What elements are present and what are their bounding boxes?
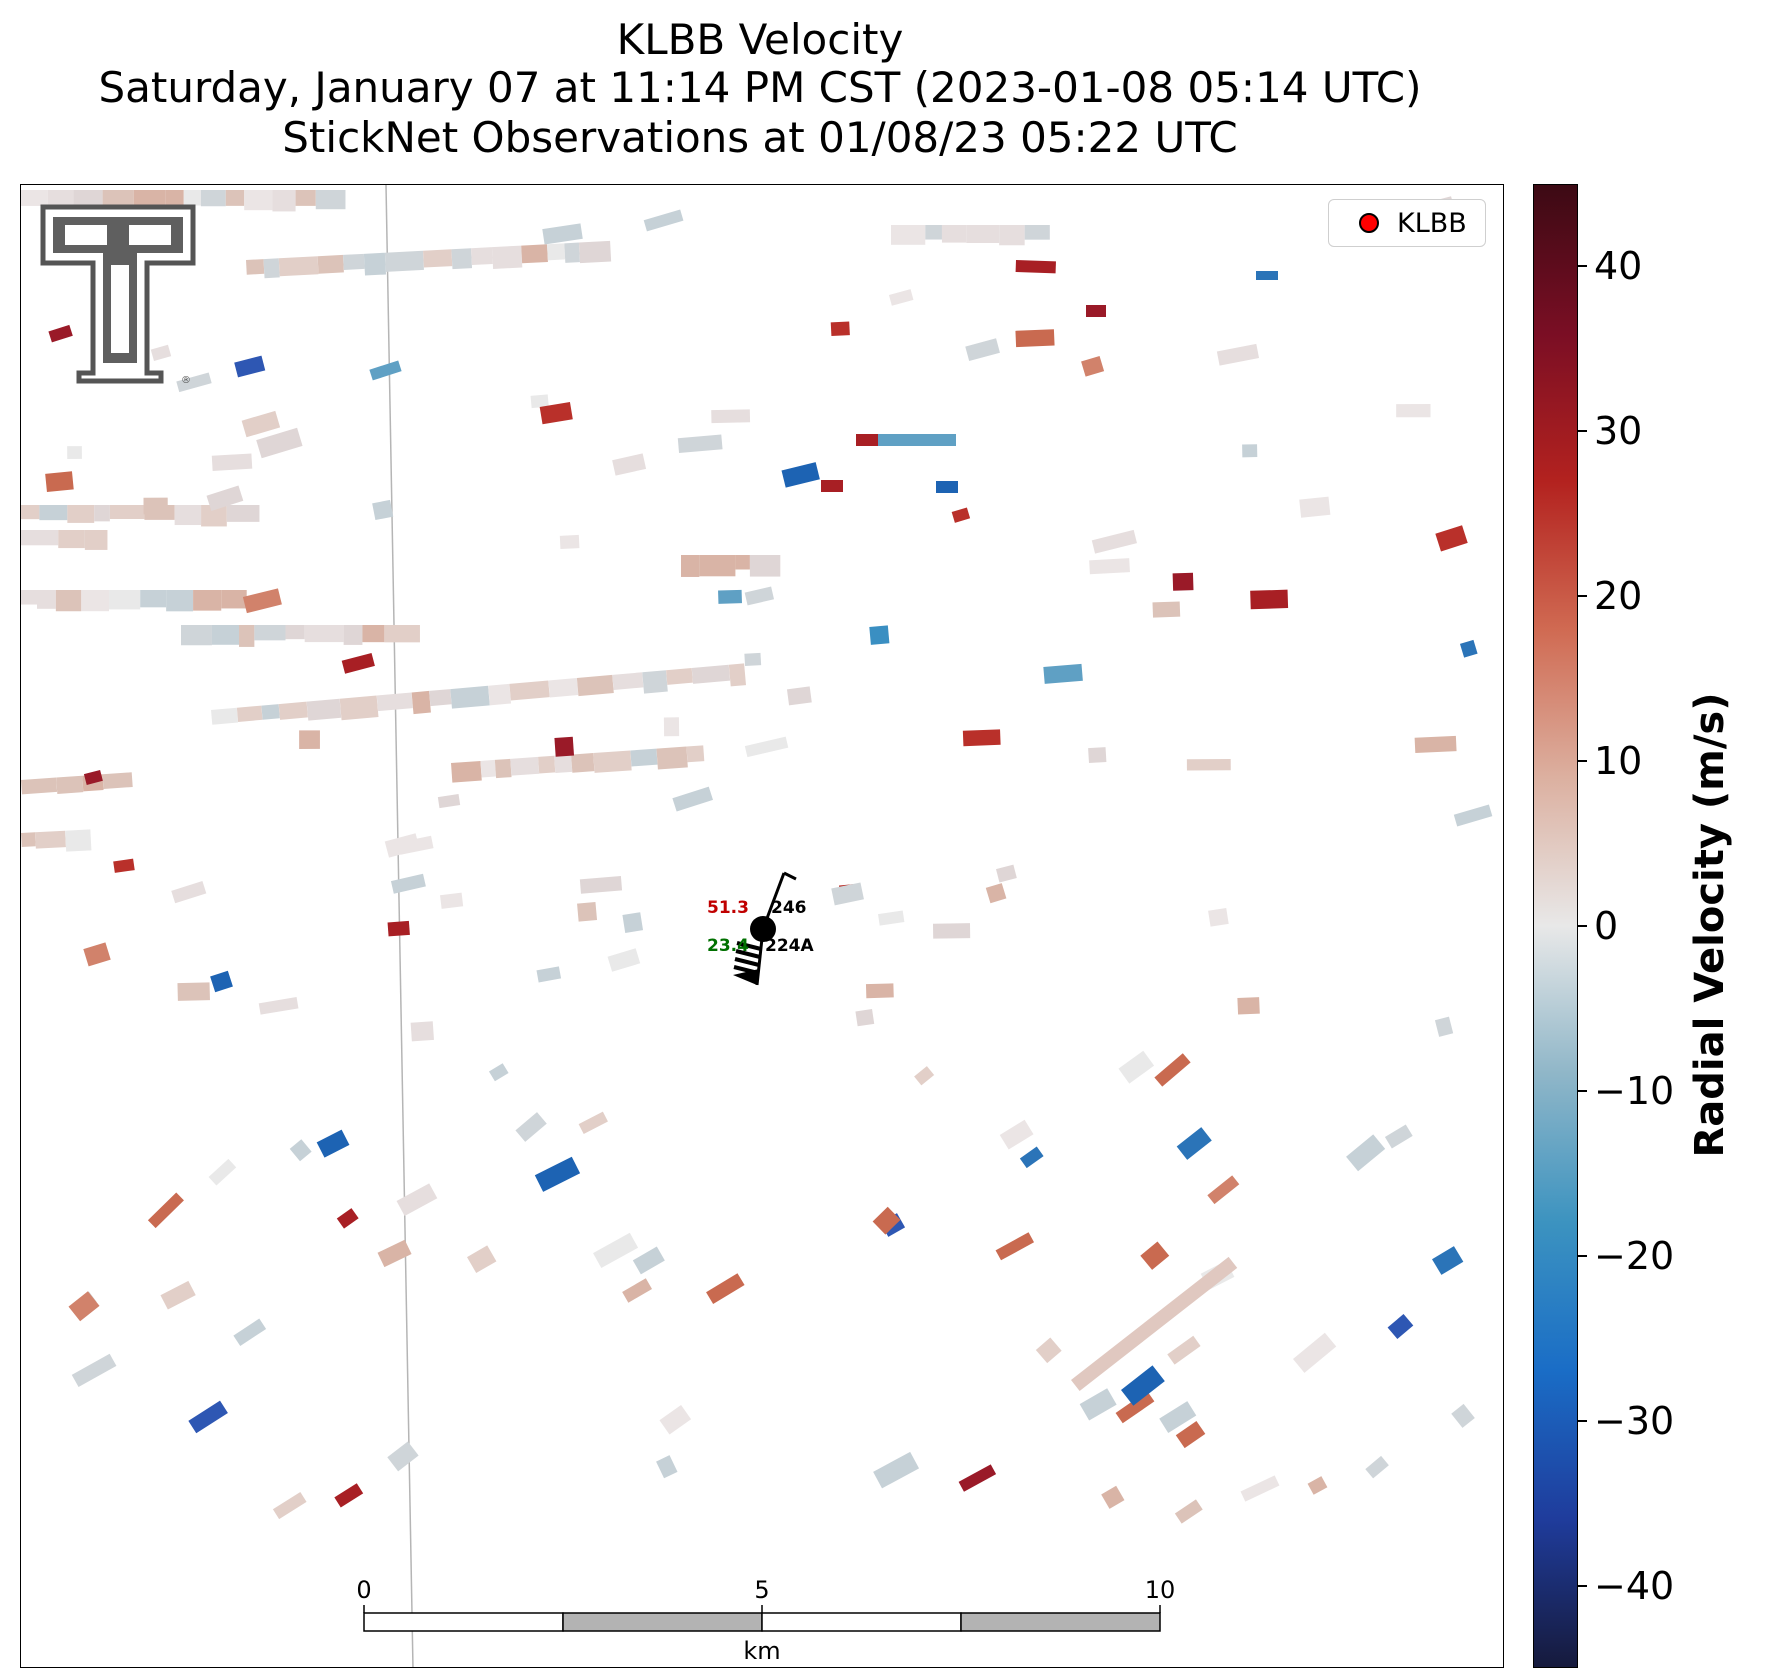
colorbar-tick-label: 10 [1594, 739, 1643, 784]
colorbar-tick-label: −40 [1594, 1563, 1675, 1608]
colorbar-tick-mark [1578, 760, 1587, 763]
dewpoint-value: 23.4 [707, 936, 749, 956]
colorbar-tick-label: 30 [1594, 409, 1643, 454]
scale-tick-10: 10 [1145, 1576, 1176, 1604]
temperature-value: 51.3 [707, 898, 749, 918]
colorbar-tick-label: −10 [1594, 1068, 1675, 1113]
scale-tick-5: 5 [754, 1576, 769, 1604]
station-id: 224A [765, 936, 814, 956]
texas-tech-logo: ® [40, 204, 196, 386]
colorbar-tick-label: 20 [1594, 574, 1643, 619]
colorbar-tick-label: 0 [1594, 904, 1619, 948]
velocity-gates [21, 190, 1493, 1524]
legend-marker-icon [1359, 213, 1379, 233]
title-radar: KLBB Velocity [616, 15, 904, 64]
colorbar-tick-mark [1578, 925, 1587, 927]
title-observations: StickNet Observations at 01/08/23 05:22 … [282, 113, 1238, 162]
station-marker [750, 916, 776, 942]
colorbar-tick-mark [1578, 1089, 1587, 1092]
colorbar-tick-mark [1578, 595, 1587, 598]
colorbar-tick-mark [1578, 1584, 1587, 1587]
scale-unit: km [743, 1637, 780, 1665]
colorbar-tick-mark [1578, 265, 1587, 268]
colorbar [1533, 184, 1578, 1668]
colorbar-tick-mark [1578, 1419, 1587, 1422]
scale-bar: 0 5 10 km [356, 1576, 1175, 1665]
scale-tick-0: 0 [356, 1576, 371, 1604]
colorbar-tick-mark [1578, 430, 1587, 433]
pressure-value: 246 [771, 898, 807, 918]
colorbar-tick-label: 40 [1594, 244, 1643, 289]
svg-text:®: ® [181, 375, 191, 386]
title-datetime: Saturday, January 07 at 11:14 PM CST (20… [98, 63, 1422, 112]
colorbar-title: Radial Velocity (m/s) [1687, 692, 1733, 1158]
gust-pennant [733, 969, 759, 985]
wind-barb-flag [783, 871, 797, 881]
colorbar-tick-label: −20 [1594, 1233, 1675, 1278]
sticknet-station-plot: 51.3 246 23.4 224A [707, 871, 814, 986]
colorbar-tick-mark [1578, 1254, 1587, 1257]
map-legend: KLBB [1328, 199, 1486, 247]
legend-label: KLBB [1397, 207, 1467, 239]
map-plot: ® 51.3 246 23.4 224A [20, 184, 1504, 1668]
colorbar-tick-label: −30 [1594, 1398, 1675, 1443]
